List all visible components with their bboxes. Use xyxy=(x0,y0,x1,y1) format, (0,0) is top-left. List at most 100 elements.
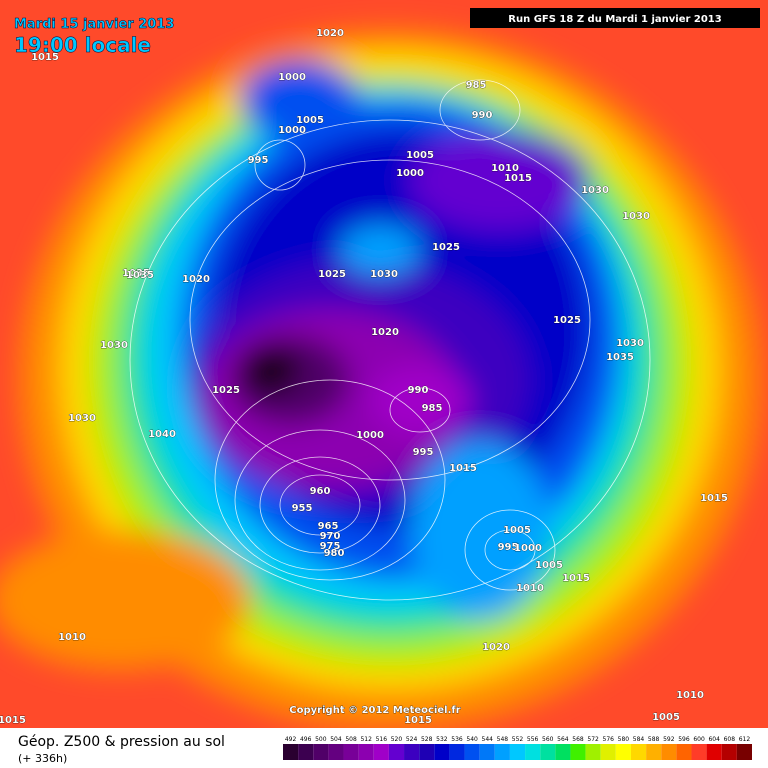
colorbar-swatch xyxy=(283,744,299,760)
colorbar-label: 576 xyxy=(603,736,615,743)
colorbar-swatch xyxy=(615,744,631,760)
run-banner xyxy=(470,8,760,28)
colorbar-swatch xyxy=(540,744,556,760)
isobar-label: 965 xyxy=(318,521,339,532)
colorbar-swatch xyxy=(373,744,389,760)
colorbar-label: 608 xyxy=(724,736,736,743)
colorbar-swatch xyxy=(706,744,722,760)
isobar-label: 1025 xyxy=(432,242,460,253)
isobar-label: 1035 xyxy=(122,268,150,279)
isobar-label: 1030 xyxy=(370,269,398,280)
colorbar-swatch xyxy=(509,744,526,760)
isobar-label: 985 xyxy=(422,403,443,414)
isobar-label: 990 xyxy=(408,385,429,396)
colorbar-label: 588 xyxy=(648,736,660,743)
colorbar-swatch xyxy=(646,744,662,760)
isobar-label: 1035 xyxy=(126,270,154,281)
colorbar-label: 532 xyxy=(436,736,448,743)
isobar-label: 1020 xyxy=(316,28,344,39)
isobar-label: 990 xyxy=(472,110,493,121)
isobar-label: 1015 xyxy=(562,573,590,584)
colorbar-swatch xyxy=(328,744,344,760)
colorbar-swatch xyxy=(676,744,692,760)
forecast-time: 19:00 locale xyxy=(14,33,151,57)
colorbar-swatch xyxy=(313,744,329,760)
colorbar: 492 496 500 504 508 512 516 520 524 528 532 536 540 5… xyxy=(283,736,752,760)
isobar-label: 1025 xyxy=(318,269,346,280)
colorbar-swatch xyxy=(404,744,420,760)
isobar-label: 970 xyxy=(320,531,341,542)
colorbar-swatch xyxy=(691,744,707,760)
colorbar-swatch xyxy=(555,744,571,760)
isobars xyxy=(129,79,651,601)
isobar-label: 1035 xyxy=(606,352,634,363)
colorbar-label: 604 xyxy=(708,736,720,743)
isobar-label: 1000 xyxy=(278,125,306,136)
colorbar-swatch xyxy=(525,744,541,760)
colorbar-label: 592 xyxy=(663,736,675,743)
copyright: Copyright © 2012 Meteociel.fr xyxy=(289,705,460,716)
colorbar-label: 580 xyxy=(618,736,630,743)
colorbar-label: 512 xyxy=(360,736,372,743)
isobar-label: 980 xyxy=(324,548,345,559)
colorbar-label: 612 xyxy=(739,736,751,743)
colorbar-swatch xyxy=(298,744,314,760)
isobar-label: 1000 xyxy=(396,168,424,179)
colorbar-label: 520 xyxy=(391,736,403,743)
colorbar-label: 496 xyxy=(300,736,312,743)
isobar-label: 1005 xyxy=(406,150,434,161)
colorbar-swatch xyxy=(343,744,359,760)
isobar-label: 1020 xyxy=(482,642,510,653)
isobar-label: 955 xyxy=(292,503,313,514)
colorbar-label: 504 xyxy=(330,736,342,743)
isobar-label: 1030 xyxy=(622,211,650,222)
isobar-label: 1030 xyxy=(616,338,644,349)
isobar-label: 1030 xyxy=(68,413,96,424)
colorbar-label: 552 xyxy=(512,736,524,743)
footer-subtitle: (+ 336h) xyxy=(18,752,67,765)
colorbar-swatch xyxy=(736,744,752,760)
colorbar-label: 540 xyxy=(466,736,478,743)
colorbar-swatch xyxy=(434,744,450,760)
colorbar-swatch xyxy=(419,744,435,760)
colorbar-label: 544 xyxy=(482,736,494,743)
isobar-label: 1015 xyxy=(404,715,432,726)
isobar-label: 1030 xyxy=(581,185,609,196)
isobar-label: 1005 xyxy=(296,115,324,126)
colorbar-label: 516 xyxy=(376,736,388,743)
colorbar-label: 584 xyxy=(633,736,645,743)
isobar-label: 1000 xyxy=(356,430,384,441)
isobar-label: 1025 xyxy=(553,315,581,326)
isobar-label: 1015 xyxy=(449,463,477,474)
isobar-label: 1015 xyxy=(504,173,532,184)
isobar-label: 1015 xyxy=(31,52,59,63)
colorbar-label: 548 xyxy=(497,736,509,743)
colorbar-label: 524 xyxy=(406,736,418,743)
colorbar-label: 500 xyxy=(315,736,327,743)
isobar-label: 1000 xyxy=(514,543,542,554)
isobar-label: 1005 xyxy=(652,712,680,723)
isobar-label: 995 xyxy=(248,155,269,166)
colorbar-label: 528 xyxy=(421,736,433,743)
isobar-label: 1005 xyxy=(535,560,563,571)
isobar-label: 1020 xyxy=(371,327,399,338)
isobar-label: 1010 xyxy=(676,690,704,701)
colorbar-swatch xyxy=(570,744,586,760)
colorbar-label: 536 xyxy=(451,736,463,743)
isobar-label: 1040 xyxy=(148,429,176,440)
isobar-label: 1015 xyxy=(700,493,728,504)
forecast-date: Mardi 15 janvier 2013 xyxy=(14,17,174,32)
isobar-label: 995 xyxy=(498,542,519,553)
footer-title: Géop. Z500 & pression au sol xyxy=(18,734,225,750)
colorbar-label: 508 xyxy=(345,736,357,743)
colorbar-swatch xyxy=(449,744,465,760)
colorbar-swatch xyxy=(585,744,601,760)
colorbar-label: 596 xyxy=(678,736,690,743)
colorbar-swatch xyxy=(464,744,480,760)
colorbar-label: 492 xyxy=(285,736,297,743)
colorbar-swatch xyxy=(630,744,647,760)
colorbar-swatch xyxy=(721,744,737,760)
colorbar-label: 564 xyxy=(557,736,569,743)
colorbar-swatch xyxy=(600,744,616,760)
colorbar-label: 568 xyxy=(572,736,584,743)
